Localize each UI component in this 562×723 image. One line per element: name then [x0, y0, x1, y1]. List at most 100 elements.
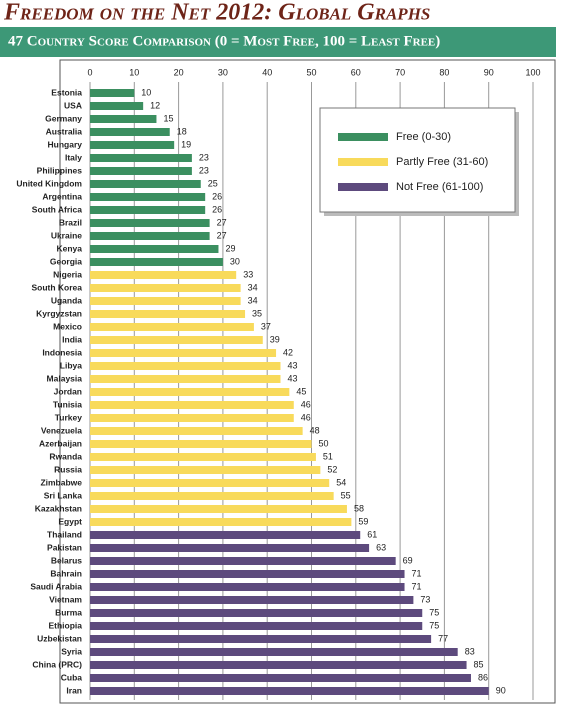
bar	[90, 232, 210, 240]
x-tick-label: 40	[262, 67, 272, 77]
bar	[90, 102, 144, 110]
bar	[90, 219, 210, 227]
bar	[90, 362, 281, 370]
value-label: 77	[438, 633, 448, 643]
value-label: 39	[270, 334, 280, 344]
value-label: 10	[141, 87, 151, 97]
y-tick-label: Syria	[61, 646, 82, 656]
bar	[90, 89, 135, 97]
y-tick-label: Philippines	[37, 165, 83, 175]
value-label: 23	[199, 152, 209, 162]
y-tick-label: Thailand	[47, 529, 82, 539]
value-label: 61	[367, 529, 377, 539]
bar	[90, 323, 254, 331]
bar	[90, 453, 316, 461]
value-label: 35	[252, 308, 262, 318]
value-label: 90	[496, 685, 506, 695]
legend-swatch	[338, 183, 388, 191]
bar	[90, 622, 423, 630]
value-label: 25	[208, 178, 218, 188]
bar	[90, 258, 223, 266]
y-tick-label: Uzbekistan	[37, 633, 82, 643]
y-tick-label: Vietnam	[49, 594, 82, 604]
bar	[90, 193, 206, 201]
x-tick-label: 90	[484, 67, 494, 77]
y-tick-label: Russia	[54, 464, 82, 474]
y-tick-label: South Africa	[32, 204, 82, 214]
y-tick-label: Tunisia	[53, 399, 82, 409]
y-tick-label: Pakistan	[47, 542, 82, 552]
y-tick-label: Argentina	[42, 191, 82, 201]
chart-subtitle: 47 Country Score Comparison (0 = Most Fr…	[8, 33, 440, 49]
y-tick-label: India	[62, 334, 82, 344]
value-label: 43	[287, 373, 297, 383]
x-tick-label: 20	[174, 67, 184, 77]
bar	[90, 492, 334, 500]
x-tick-label: 10	[129, 67, 139, 77]
bar	[90, 115, 157, 123]
bar	[90, 414, 294, 422]
y-tick-label: Belarus	[51, 555, 82, 565]
legend-label: Not Free (61-100)	[396, 181, 483, 193]
bar	[90, 440, 312, 448]
value-label: 50	[319, 438, 329, 448]
x-tick-label: 70	[395, 67, 405, 77]
bar	[90, 674, 471, 682]
legend-swatch	[338, 133, 388, 141]
bar	[90, 596, 414, 604]
value-label: 86	[478, 672, 488, 682]
value-label: 69	[403, 555, 413, 565]
x-tick-label: 30	[218, 67, 228, 77]
bar	[90, 245, 219, 253]
x-tick-label: 100	[525, 67, 540, 77]
y-tick-label: Nigeria	[53, 269, 82, 279]
bar	[90, 557, 396, 565]
plot-frame	[59, 59, 556, 704]
value-label: 46	[301, 399, 311, 409]
bar	[90, 544, 370, 552]
x-tick-label: 60	[351, 67, 361, 77]
legend-label: Free (0-30)	[396, 131, 451, 143]
x-tick-label: 0	[87, 67, 92, 77]
y-tick-label: Saudi Arabia	[30, 581, 82, 591]
bar	[90, 505, 347, 513]
y-tick-label: Indonesia	[42, 347, 82, 357]
value-label: 19	[181, 139, 191, 149]
value-label: 43	[287, 360, 297, 370]
legend-label: Partly Free (31-60)	[396, 156, 488, 168]
y-tick-label: Jordan	[54, 386, 82, 396]
y-tick-label: Burma	[55, 607, 82, 617]
value-label: 12	[150, 100, 160, 110]
y-tick-label: South Korea	[31, 282, 82, 292]
y-tick-label: USA	[64, 100, 82, 110]
y-tick-label: Zimbabwe	[40, 477, 82, 487]
y-tick-label: Malaysia	[47, 373, 83, 383]
value-label: 52	[327, 464, 337, 474]
value-label: 45	[296, 386, 306, 396]
value-label: 26	[212, 191, 222, 201]
y-tick-label: Ethiopia	[48, 620, 82, 630]
y-tick-label: Germany	[45, 113, 82, 123]
x-tick-label: 80	[439, 67, 449, 77]
y-tick-label: Sri Lanka	[44, 490, 83, 500]
y-tick-label: Ukraine	[51, 230, 82, 240]
bar	[90, 687, 489, 695]
value-label: 58	[354, 503, 364, 513]
value-label: 27	[217, 230, 227, 240]
value-label: 48	[310, 425, 320, 435]
bar	[90, 297, 241, 305]
value-label: 15	[163, 113, 173, 123]
bar	[90, 531, 361, 539]
value-label: 75	[429, 607, 439, 617]
value-label: 34	[248, 295, 258, 305]
legend-swatch	[338, 158, 388, 166]
value-label: 55	[341, 490, 351, 500]
value-label: 30	[230, 256, 240, 266]
value-label: 46	[301, 412, 311, 422]
value-label: 29	[225, 243, 235, 253]
bar	[90, 375, 281, 383]
value-label: 42	[283, 347, 293, 357]
bar	[90, 661, 467, 669]
value-label: 34	[248, 282, 258, 292]
bar	[90, 427, 303, 435]
